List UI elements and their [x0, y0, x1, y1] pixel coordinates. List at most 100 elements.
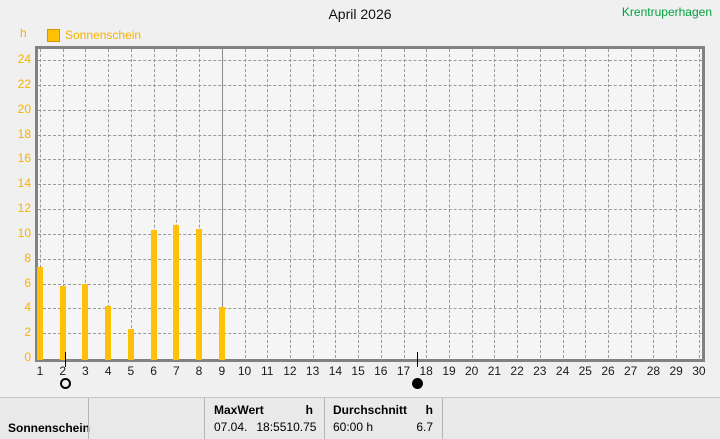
x-axis-day-label: 19	[442, 364, 456, 378]
x-axis-day-label: 30	[692, 364, 706, 378]
max-value: 10.75	[286, 420, 317, 434]
x-axis-day-label: 20	[465, 364, 479, 378]
grid-line-h	[38, 283, 702, 285]
sunshine-bar	[196, 228, 202, 360]
stats-avg-cell: Durchschnitt h 60:00 h 6.7	[324, 398, 442, 439]
x-axis-day-label: 14	[328, 364, 343, 378]
x-axis-day-label: 26	[601, 364, 615, 378]
x-axis-day-label: 2	[59, 364, 67, 378]
sunshine-bar	[218, 307, 225, 360]
moon-phase-tick	[417, 352, 419, 367]
x-axis-day-label: 3	[82, 364, 89, 378]
stats-table: Sonnenschein MaxWert h 07.04. 18:55 10.7…	[0, 397, 720, 439]
sunshine-series-swatch-icon	[47, 28, 60, 42]
grid-line-v	[585, 49, 587, 358]
grid-line-v	[630, 49, 632, 358]
stats-max-cell: MaxWert h 07.04. 18:55 10.75	[204, 398, 324, 439]
x-axis-day-label: 12	[283, 364, 297, 378]
x-axis-day-label: 8	[195, 364, 203, 378]
sunshine-bar	[105, 305, 112, 360]
grid-line-v	[449, 49, 450, 358]
x-axis-day-label: 6	[150, 364, 157, 378]
y-axis-tick-label: 12	[17, 201, 31, 215]
grid-line-v	[471, 49, 473, 358]
grid-line-v	[267, 49, 269, 358]
grid-line-v	[335, 49, 337, 358]
y-axis-tick-label: 22	[17, 76, 31, 91]
avg-unit: h	[425, 403, 433, 417]
x-axis-day-label: 11	[260, 364, 274, 378]
x-axis-day-label: 7	[172, 364, 180, 378]
y-axis-tick-label: 18	[17, 126, 31, 141]
chart-title: April 2026	[328, 6, 392, 22]
sunshine-bar	[82, 283, 89, 360]
x-axis-day-label: 15	[351, 364, 365, 378]
y-axis-tick-label: 6	[24, 275, 31, 290]
grid-line-h	[38, 209, 702, 210]
grid-line-h	[38, 233, 702, 235]
sunshine-bar	[173, 224, 180, 360]
sunshine-bar	[150, 230, 157, 360]
grid-line-v	[199, 49, 200, 358]
y-axis-tick-label: 24	[17, 52, 31, 66]
grid-line-v	[494, 49, 496, 358]
grid-line-v	[289, 49, 291, 358]
grid-line-v	[608, 49, 609, 358]
y-axis-tick-label: 14	[17, 176, 31, 191]
x-axis-day-label: 21	[487, 364, 502, 378]
grid-line-h	[38, 134, 702, 136]
y-axis-tick-label: 10	[17, 225, 31, 240]
y-axis-tick-label: 2	[24, 325, 31, 340]
x-axis-day-label: 29	[669, 364, 683, 378]
grid-line-v	[176, 49, 178, 358]
stats-sensor-cell: Sonnenschein	[0, 398, 91, 439]
x-axis-day-label: 17	[396, 364, 411, 378]
max-time: 18:55	[256, 420, 287, 434]
grid-line-v	[85, 49, 87, 358]
x-axis-day-label: 9	[218, 364, 226, 378]
station-name: Krentruperhagen	[621, 5, 712, 19]
full-moon-icon	[59, 378, 71, 389]
x-axis-day-label: 25	[578, 364, 592, 378]
grid-line-v	[539, 49, 541, 358]
y-axis-unit-label: h	[20, 26, 27, 40]
x-axis-day-label: 16	[374, 364, 388, 378]
grid-line-v	[403, 49, 405, 358]
y-axis-tick-label: 20	[17, 101, 31, 116]
grid-line-v	[698, 49, 700, 358]
sunshine-bar	[127, 329, 134, 360]
max-unit: h	[305, 403, 313, 417]
grid-line-v	[562, 49, 564, 358]
grid-line-v	[108, 49, 110, 358]
max-label: MaxWert	[214, 403, 264, 417]
x-axis-day-label: 1	[36, 364, 44, 378]
grid-line-v	[130, 49, 132, 358]
sensor-name: Sonnenschein	[8, 421, 91, 435]
x-axis-day-label: 24	[555, 364, 570, 378]
max-date: 07.04.	[214, 420, 248, 434]
x-axis-day-label: 27	[624, 364, 638, 378]
grid-line-v	[153, 49, 155, 358]
grid-line-v	[358, 49, 360, 358]
grid-line-v	[40, 49, 41, 358]
y-axis-tick-label: 16	[17, 151, 31, 166]
sunshine-bar	[59, 286, 66, 360]
new-moon-icon	[411, 378, 423, 389]
grid-line-h	[38, 184, 702, 186]
grid-line-h	[38, 258, 702, 260]
grid-line-v	[653, 49, 655, 358]
legend: Sonnenschein	[47, 28, 141, 42]
grid-line-h	[38, 84, 702, 86]
current-day-line	[221, 49, 223, 358]
grid-line-v	[517, 49, 519, 358]
grid-line-h	[38, 333, 702, 335]
avg-basis: 60:00 h	[333, 420, 374, 434]
x-axis-day-label: 13	[305, 364, 320, 378]
stats-empty-cell	[88, 398, 204, 439]
y-axis-tick-label: 8	[24, 250, 31, 265]
x-axis-day-label: 5	[127, 364, 135, 378]
grid-line-h	[38, 308, 702, 310]
moon-phase-tick	[65, 352, 66, 367]
avg-value: 6.7	[416, 420, 433, 434]
x-axis-day-label: 18	[419, 364, 433, 378]
